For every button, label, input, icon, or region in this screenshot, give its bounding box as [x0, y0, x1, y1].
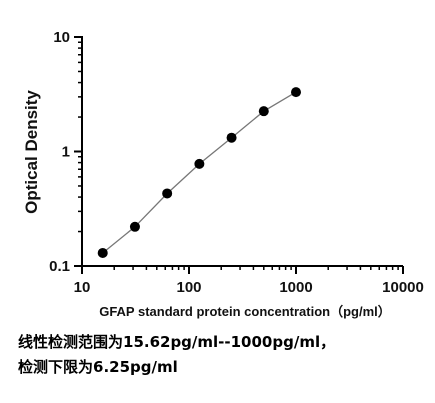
- y-tick-label: 1: [62, 144, 70, 161]
- caption-line-2: 检测下限为6.25pg/ml: [18, 358, 178, 376]
- data-point: [258, 106, 269, 117]
- x-tick-label: 100: [176, 279, 201, 296]
- data-point: [226, 132, 237, 143]
- x-tick-label: 1000: [279, 279, 312, 296]
- y-axis-title: Optical Density: [22, 90, 41, 214]
- y-tick-label: 10: [53, 29, 70, 46]
- data-point: [162, 188, 173, 199]
- data-point: [291, 87, 301, 98]
- x-tick-label: 10: [74, 279, 91, 296]
- x-ticks: 10 100 1000 10000: [74, 266, 424, 296]
- y-ticks: 0.1 1 10: [49, 29, 82, 275]
- data-point: [129, 221, 140, 232]
- data-point: [97, 247, 108, 258]
- y-tick-label: 0.1: [49, 258, 70, 275]
- caption-line-1: 线性检测范围为15.62pg/ml--1000pg/ml，: [18, 333, 336, 351]
- data-point: [194, 158, 205, 169]
- x-tick-label: 10000: [382, 279, 424, 296]
- x-axis-title: GFAP standard protein concentration（pg/m…: [99, 304, 391, 319]
- data-points: [97, 87, 301, 258]
- standard-curve-chart: 0.1 1 10 10 100 1000 10000 Optical Density GF…: [22, 29, 424, 319]
